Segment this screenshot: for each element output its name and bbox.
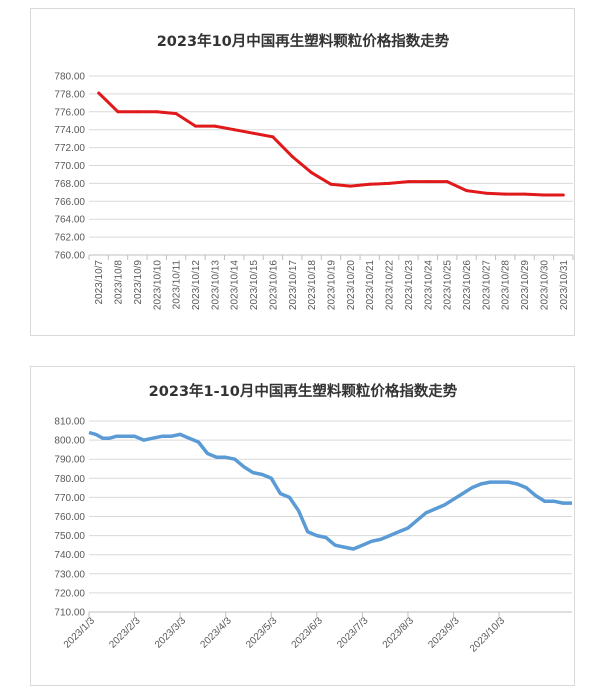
data-point: [135, 110, 139, 114]
price-index-line: [97, 91, 564, 197]
x-tick-label: 2023/10/21: [365, 260, 376, 310]
x-tick-label: 2023/10/16: [268, 260, 279, 310]
x-tick-label: 2023/10/19: [327, 260, 338, 310]
data-point: [445, 180, 449, 184]
x-tick-label: 2023/10/31: [559, 260, 570, 310]
x-tick-label: 2023/10/25: [443, 260, 454, 310]
x-tick-label: 2023/10/29: [520, 260, 531, 310]
y-tick-label: 800.00: [54, 436, 85, 447]
x-tick-label: 2023/10/18: [307, 260, 318, 310]
data-point: [310, 171, 314, 175]
data-point: [542, 193, 546, 197]
y-tick-label: 780.00: [54, 474, 85, 485]
jan-oct-price-index-chart: 2023年1-10月中国再生塑料颗粒价格指数走势 710.00 720.00 730…: [54, 382, 572, 655]
x-tick-label: 2023/8/3: [381, 615, 417, 651]
y-tick-label: 780.00: [54, 72, 85, 83]
data-point: [465, 189, 469, 193]
y-tick-label: 772.00: [54, 143, 85, 154]
x-tick-label: 2023/10/3: [468, 615, 508, 655]
x-tick-label: 2023/4/3: [199, 615, 235, 651]
x-tick-label: 2023/10/17: [288, 260, 299, 310]
data-point: [290, 155, 294, 159]
x-tick-label: 2023/3/3: [153, 615, 189, 651]
y-tick-label: 764.00: [54, 215, 85, 226]
october-price-index-chart: 2023年10月中国再生塑料颗粒价格指数走势 760.00 762.00 764.0…: [54, 32, 574, 310]
y-tick-label: 778.00: [54, 89, 85, 100]
y-tick-label: 730.00: [54, 569, 85, 580]
x-tick-label: 2023/10/30: [539, 260, 550, 310]
x-tick-label: 2023/10/24: [423, 260, 434, 310]
chart-panel-october: 2023年10月中国再生塑料颗粒价格指数走势 760.00 762.00 764.0…: [30, 8, 575, 336]
x-tick-label: 2023/5/3: [244, 615, 280, 651]
data-point: [116, 110, 120, 114]
data-point: [329, 182, 333, 186]
y-tick-label: 766.00: [54, 197, 85, 208]
data-point: [503, 192, 507, 196]
x-tick-label: 2023/7/3: [335, 615, 371, 651]
data-point: [271, 135, 275, 139]
chart-panel-january-october: 2023年1-10月中国再生塑料颗粒价格指数走势 710.00 720.00 730…: [30, 366, 575, 686]
price-index-line: [88, 430, 572, 551]
x-tick-label: 2023/10/14: [230, 260, 241, 310]
x-tick-label: 2023/10/7: [94, 260, 105, 305]
data-point: [252, 131, 256, 135]
data-point: [523, 192, 527, 196]
x-tick-label: 2023/10/22: [385, 260, 396, 310]
x-tick-label: 2023/1/3: [62, 615, 98, 651]
x-tick-label: 2023/10/28: [501, 260, 512, 310]
chart-title: 2023年1-10月中国再生塑料颗粒价格指数走势: [149, 382, 458, 400]
y-tick-label: 770.00: [54, 161, 85, 172]
y-tick-label: 710.00: [54, 608, 85, 619]
y-tick-label: 774.00: [54, 125, 85, 136]
y-tick-label: 776.00: [54, 107, 85, 118]
x-tick-label: 2023/10/20: [346, 260, 357, 310]
data-point: [426, 180, 430, 184]
x-tick-label: 2023/10/11: [172, 260, 183, 310]
y-tick-label: 740.00: [54, 550, 85, 561]
x-tick-label: 2023/2/3: [107, 615, 143, 651]
x-tick-label: 2023/10/26: [462, 260, 473, 310]
x-tick-label: 2023/10/12: [191, 260, 202, 310]
x-tick-label: 2023/10/23: [404, 260, 415, 310]
data-point: [484, 191, 488, 195]
data-point: [155, 110, 159, 114]
y-tick-label: 770.00: [54, 493, 85, 504]
x-tick-label: 2023/10/15: [249, 260, 260, 310]
data-point: [193, 124, 197, 128]
y-tick-label: 720.00: [54, 588, 85, 599]
data-point: [406, 180, 410, 184]
data-point: [97, 91, 101, 95]
y-tick-label: 762.00: [54, 233, 85, 244]
x-tick-label: 2023/10/27: [481, 260, 492, 310]
data-point: [387, 181, 391, 185]
y-tick-label: 768.00: [54, 179, 85, 190]
x-tick-label: 2023/9/3: [426, 615, 462, 651]
x-tick-label: 2023/10/9: [133, 260, 144, 305]
y-tick-label: 790.00: [54, 455, 85, 466]
y-tick-label: 810.00: [54, 417, 85, 428]
data-point: [368, 182, 372, 186]
x-tick-label: 2023/6/3: [290, 615, 326, 651]
data-point: [232, 128, 236, 132]
data-point: [213, 124, 217, 128]
y-tick-label: 760.00: [54, 251, 85, 262]
y-tick-label: 750.00: [54, 531, 85, 542]
chart-title: 2023年10月中国再生塑料颗粒价格指数走势: [157, 32, 450, 50]
data-point: [561, 193, 565, 197]
x-tick-label: 2023/10/13: [210, 260, 221, 310]
x-tick-label: 2023/10/8: [114, 260, 125, 305]
data-point: [174, 112, 178, 116]
data-point: [348, 184, 352, 188]
y-tick-label: 760.00: [54, 512, 85, 523]
x-tick-label: 2023/10/10: [152, 260, 163, 310]
